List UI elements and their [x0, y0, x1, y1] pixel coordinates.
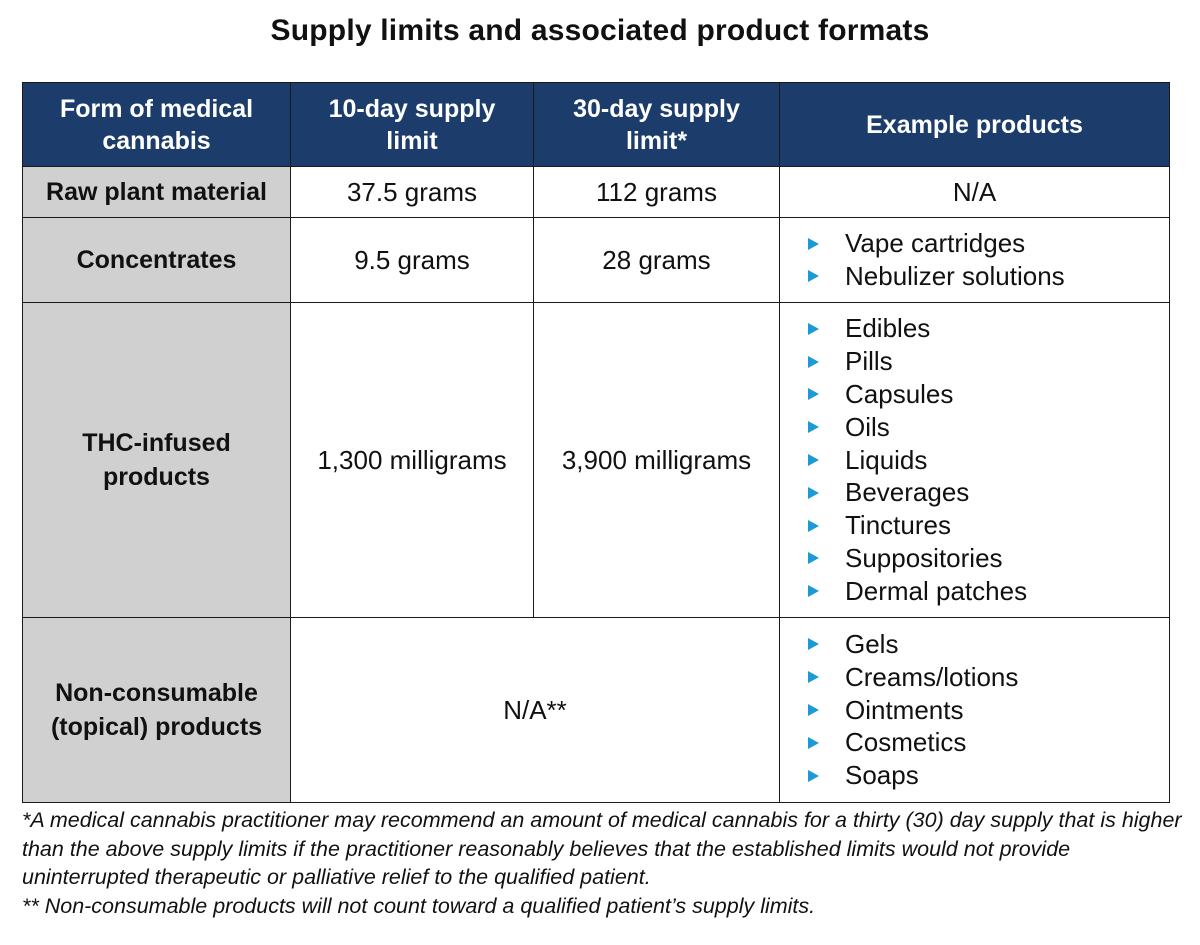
- row-form-topical: Non-consumable (topical) products: [22, 617, 291, 803]
- list-item: Capsules: [808, 378, 1169, 411]
- list-item: Liquids: [808, 444, 1169, 477]
- header-10-day: 10-day supply limit: [290, 82, 534, 167]
- bullet-arrow-icon: [808, 552, 819, 565]
- bullet-arrow-icon: [808, 355, 819, 368]
- header-30-day: 30-day supply limit*: [533, 82, 780, 167]
- list-item: Gels: [808, 628, 1169, 661]
- bullet-arrow-icon: [808, 388, 819, 401]
- bullet-arrow-icon: [808, 322, 819, 335]
- header-form: Form of medical cannabis: [22, 82, 291, 167]
- page-title: Supply limits and associated product for…: [270, 14, 930, 47]
- list-item: Cosmetics: [808, 726, 1169, 759]
- table-row: THC-infused products 1,300 milligrams 3,…: [22, 302, 1170, 618]
- cell-examples: Gels Creams/lotions Ointments Cosmetics …: [779, 617, 1170, 803]
- list-item: Vape cartridges: [808, 227, 1169, 260]
- list-item: Beverages: [808, 476, 1169, 509]
- list-item: Suppositories: [808, 542, 1169, 575]
- cell-10-day: 37.5 grams: [290, 166, 534, 218]
- list-item: Soaps: [808, 759, 1169, 792]
- row-form-raw: Raw plant material: [22, 166, 291, 218]
- bullet-arrow-icon: [808, 638, 819, 651]
- bullet-arrow-icon: [808, 671, 819, 684]
- example-list: Vape cartridges Nebulizer solutions: [780, 223, 1169, 297]
- bullet-arrow-icon: [808, 519, 819, 532]
- bullet-arrow-icon: [808, 421, 819, 434]
- bullet-arrow-icon: [808, 703, 819, 716]
- cell-30-day: 28 grams: [533, 217, 780, 303]
- list-item: Edibles: [808, 312, 1169, 345]
- example-list: Gels Creams/lotions Ointments Cosmetics …: [780, 624, 1169, 796]
- example-list: Edibles Pills Capsules Oils Liquids Beve…: [780, 308, 1169, 611]
- header-examples: Example products: [779, 82, 1170, 167]
- cell-10-day: 1,300 milligrams: [290, 302, 534, 618]
- cell-examples: Vape cartridges Nebulizer solutions: [779, 217, 1170, 303]
- cell-30-day: 112 grams: [533, 166, 780, 218]
- cell-examples: Edibles Pills Capsules Oils Liquids Beve…: [779, 302, 1170, 618]
- list-item: Ointments: [808, 694, 1169, 727]
- bullet-arrow-icon: [808, 736, 819, 749]
- cell-10-day: 9.5 grams: [290, 217, 534, 303]
- table-header-row: Form of medical cannabis 10-day supply l…: [22, 82, 1170, 167]
- bullet-arrow-icon: [808, 453, 819, 466]
- cell-limits-merged: N/A**: [290, 617, 780, 803]
- footnote-practitioner: *A medical cannabis practitioner may rec…: [22, 808, 1182, 890]
- table-row: Concentrates 9.5 grams 28 grams Vape car…: [22, 217, 1170, 303]
- list-item: Dermal patches: [808, 575, 1169, 608]
- list-item: Tinctures: [808, 509, 1169, 542]
- row-form-concentrates: Concentrates: [22, 217, 291, 303]
- footnote-non-consumable: ** Non-consumable products will not coun…: [22, 893, 816, 918]
- bullet-arrow-icon: [808, 270, 819, 283]
- bullet-arrow-icon: [808, 769, 819, 782]
- bullet-arrow-icon: [808, 237, 819, 250]
- row-form-thc: THC-infused products: [22, 302, 291, 618]
- list-item: Nebulizer solutions: [808, 260, 1169, 293]
- list-item: Oils: [808, 411, 1169, 444]
- supply-limits-table: Form of medical cannabis 10-day supply l…: [22, 82, 1170, 803]
- cell-30-day: 3,900 milligrams: [533, 302, 780, 618]
- table-row: Non-consumable (topical) products N/A** …: [22, 617, 1170, 803]
- list-item: Pills: [808, 345, 1169, 378]
- table-row: Raw plant material 37.5 grams 112 grams …: [22, 166, 1170, 218]
- bullet-arrow-icon: [808, 585, 819, 598]
- bullet-arrow-icon: [808, 486, 819, 499]
- footnotes: *A medical cannabis practitioner may rec…: [22, 806, 1182, 920]
- cell-examples: N/A: [779, 166, 1170, 218]
- list-item: Creams/lotions: [808, 661, 1169, 694]
